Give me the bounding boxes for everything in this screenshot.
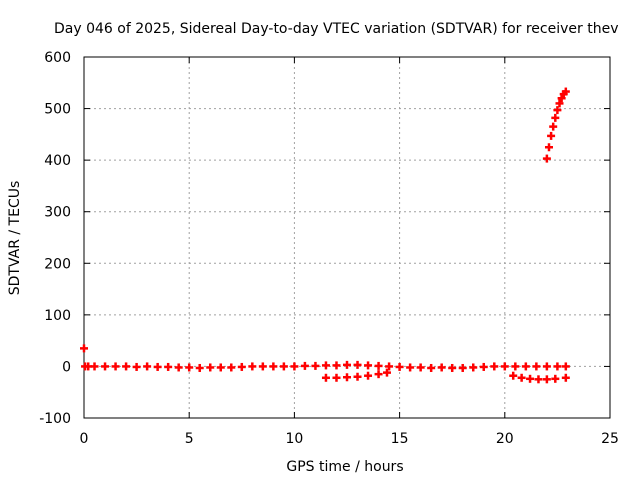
data-point: [553, 106, 562, 115]
data-point: [353, 372, 362, 381]
data-point: [521, 362, 530, 371]
data-point: [406, 363, 415, 372]
y-tick-label: 600: [44, 50, 71, 66]
data-point: [101, 362, 110, 371]
x-tick-label: 0: [80, 431, 89, 447]
data-point: [80, 344, 88, 353]
data-point: [490, 362, 499, 371]
data-point: [237, 362, 246, 371]
x-tick-label: 20: [496, 431, 514, 447]
data-point: [479, 362, 488, 371]
y-tick-label: 500: [44, 102, 71, 118]
data-point: [90, 362, 99, 371]
data-point: [269, 362, 278, 371]
data-point: [300, 361, 309, 370]
data-point: [343, 373, 351, 382]
data-point: [311, 361, 320, 370]
data-point: [290, 362, 299, 371]
data-point: [279, 362, 288, 371]
data-point: [517, 373, 526, 382]
data-point: [174, 363, 183, 372]
data-point: [511, 362, 520, 371]
data-point: [374, 361, 383, 370]
data-point: [153, 362, 162, 371]
data-point: [547, 131, 556, 140]
y-axis-label: SDTVAR / TECUs: [7, 181, 23, 296]
data-point: [437, 363, 446, 372]
y-tick-label: 100: [44, 308, 71, 324]
data-point: [111, 362, 120, 371]
y-tick-label: 300: [44, 205, 71, 221]
y-tick-label: 0: [62, 359, 71, 375]
data-point: [561, 87, 570, 96]
data-point: [227, 363, 236, 372]
data-point: [427, 363, 436, 372]
x-axis-ticks: 0 5 10 15 20 25: [80, 57, 619, 447]
x-axis-label: GPS time / hours: [286, 459, 403, 475]
data-point: [542, 362, 551, 371]
data-point: [561, 373, 570, 382]
data-point: [132, 362, 141, 371]
y-axis-ticks: -100 0 100 200 300 400 500 600: [39, 50, 610, 427]
data-point: [532, 362, 541, 371]
data-point: [385, 362, 394, 371]
data-point: [551, 374, 560, 383]
data-point: [458, 363, 467, 372]
data-point: [195, 363, 204, 372]
x-tick-label: 5: [185, 431, 194, 447]
data-point: [122, 362, 131, 371]
data-point: [332, 361, 341, 370]
data-point: [542, 375, 551, 384]
grid-lines: [84, 57, 610, 418]
data-point: [258, 362, 267, 371]
data-point: [395, 362, 404, 371]
data-point: [143, 362, 152, 371]
x-tick-label: 10: [285, 431, 303, 447]
data-point: [561, 362, 570, 371]
data-point: [364, 371, 373, 380]
data-point: [549, 122, 558, 131]
data-point: [185, 363, 194, 372]
data-point: [544, 143, 553, 152]
plot-frame: [83, 56, 611, 419]
data-point: [321, 373, 330, 382]
data-point: [448, 363, 457, 372]
data-point: [364, 361, 373, 370]
data-point: [164, 362, 173, 371]
data-series: [80, 87, 570, 384]
data-point: [542, 154, 551, 163]
data-point: [509, 371, 518, 380]
data-point: [500, 362, 509, 371]
data-point: [416, 363, 425, 372]
data-point: [374, 370, 383, 379]
chart-title: Day 046 of 2025, Sidereal Day-to-day VTE…: [54, 21, 618, 37]
data-point: [343, 360, 351, 369]
data-point: [353, 360, 362, 369]
data-point: [206, 363, 215, 372]
data-point: [551, 113, 560, 122]
y-tick-label: 400: [44, 153, 71, 169]
data-point: [332, 373, 341, 382]
data-point: [526, 374, 535, 383]
data-point: [321, 361, 330, 370]
x-tick-label: 25: [601, 431, 619, 447]
data-point: [248, 362, 257, 371]
x-tick-label: 15: [391, 431, 409, 447]
y-tick-label: -100: [39, 411, 71, 427]
data-point: [553, 362, 562, 371]
data-point: [557, 94, 566, 103]
data-point: [555, 99, 564, 108]
data-point: [534, 375, 543, 384]
data-point: [382, 368, 391, 377]
data-point: [216, 363, 225, 372]
y-tick-label: 200: [44, 256, 71, 272]
data-point: [469, 363, 478, 372]
